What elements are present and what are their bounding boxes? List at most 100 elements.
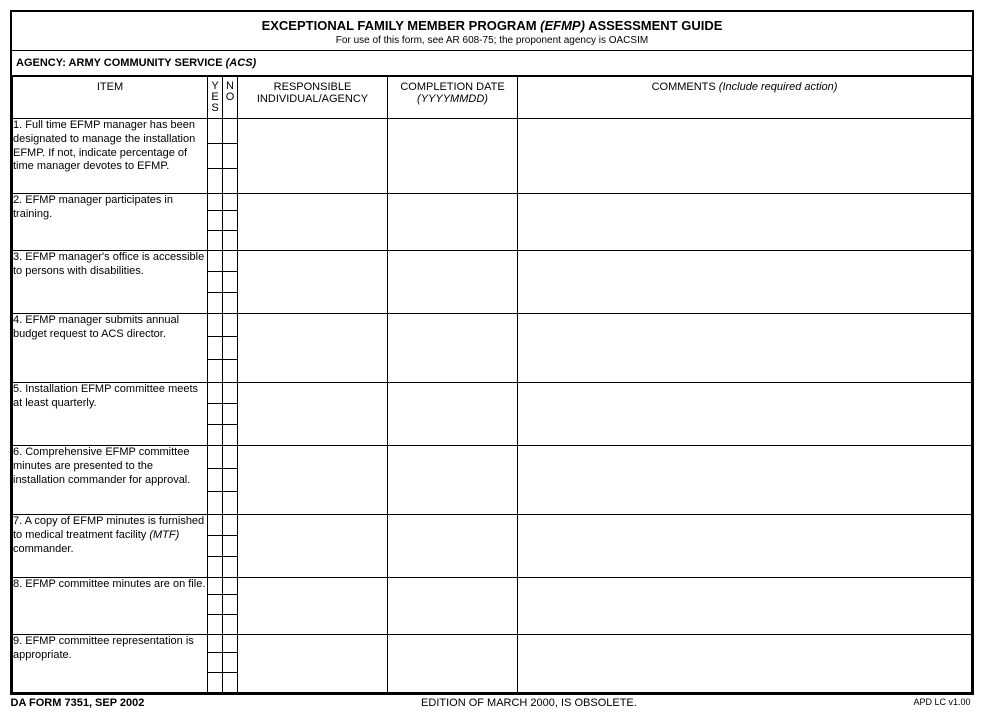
no-cell[interactable] <box>223 557 238 578</box>
responsible-cell[interactable] <box>238 446 388 515</box>
table-row: 5. Installation EFMP committee meets at … <box>13 383 972 404</box>
responsible-cell[interactable] <box>238 194 388 251</box>
yes-cell[interactable] <box>208 673 223 693</box>
table-row: 6. Comprehensive EFMP committee minutes … <box>13 446 972 469</box>
yes-cell[interactable] <box>208 314 223 337</box>
yes-cell[interactable] <box>208 337 223 360</box>
no-cell[interactable] <box>223 211 238 231</box>
yes-cell[interactable] <box>208 536 223 557</box>
no-cell[interactable] <box>223 615 238 635</box>
yes-cell[interactable] <box>208 557 223 578</box>
form-page: EXCEPTIONAL FAMILY MEMBER PROGRAM (EFMP)… <box>10 10 974 695</box>
responsible-cell[interactable] <box>238 635 388 693</box>
col-no: N O <box>223 77 238 119</box>
header-row: ITEM Y E S N O RESPONSIBLE INDIVIDUAL/AG… <box>13 77 972 119</box>
yes-cell[interactable] <box>208 492 223 515</box>
no-cell[interactable] <box>223 425 238 446</box>
no-cell[interactable] <box>223 272 238 293</box>
completion-date-cell[interactable] <box>388 578 518 635</box>
completion-date-cell[interactable] <box>388 515 518 578</box>
table-row: 9. EFMP committee representation is appr… <box>13 635 972 653</box>
no-cell[interactable] <box>223 595 238 615</box>
table-row: 8. EFMP committee minutes are on file. <box>13 578 972 595</box>
no-cell[interactable] <box>223 673 238 693</box>
comments-cell[interactable] <box>518 251 972 314</box>
no-cell[interactable] <box>223 360 238 383</box>
footer-right: APD LC v1.00 <box>913 697 970 709</box>
responsible-cell[interactable] <box>238 119 388 194</box>
completion-date-cell[interactable] <box>388 635 518 693</box>
table-row: 3. EFMP manager's office is accessible t… <box>13 251 972 272</box>
no-cell[interactable] <box>223 383 238 404</box>
item-cell: 9. EFMP committee representation is appr… <box>13 635 208 693</box>
yes-cell[interactable] <box>208 578 223 595</box>
comments-cell[interactable] <box>518 194 972 251</box>
no-cell[interactable] <box>223 314 238 337</box>
no-cell[interactable] <box>223 251 238 272</box>
comments-cell[interactable] <box>518 119 972 194</box>
no-cell[interactable] <box>223 337 238 360</box>
yes-cell[interactable] <box>208 446 223 469</box>
completion-date-cell[interactable] <box>388 119 518 194</box>
yes-cell[interactable] <box>208 119 223 144</box>
no-cell[interactable] <box>223 635 238 653</box>
no-cell[interactable] <box>223 446 238 469</box>
table-row: 4. EFMP manager submits annual budget re… <box>13 314 972 337</box>
no-cell[interactable] <box>223 169 238 194</box>
yes-cell[interactable] <box>208 425 223 446</box>
responsible-cell[interactable] <box>238 578 388 635</box>
completion-date-cell[interactable] <box>388 446 518 515</box>
item-cell: 7. A copy of EFMP minutes is furnished t… <box>13 515 208 578</box>
no-cell[interactable] <box>223 492 238 515</box>
comments-cell[interactable] <box>518 515 972 578</box>
no-cell[interactable] <box>223 515 238 536</box>
col-yes: Y E S <box>208 77 223 119</box>
comments-cell[interactable] <box>518 314 972 383</box>
no-cell[interactable] <box>223 469 238 492</box>
comments-cell[interactable] <box>518 578 972 635</box>
completion-date-cell[interactable] <box>388 251 518 314</box>
col-responsible: RESPONSIBLE INDIVIDUAL/AGENCY <box>238 77 388 119</box>
yes-cell[interactable] <box>208 653 223 673</box>
form-title: EXCEPTIONAL FAMILY MEMBER PROGRAM (EFMP)… <box>12 18 972 33</box>
no-cell[interactable] <box>223 578 238 595</box>
comments-cell[interactable] <box>518 446 972 515</box>
yes-cell[interactable] <box>208 404 223 425</box>
yes-cell[interactable] <box>208 360 223 383</box>
no-cell[interactable] <box>223 231 238 251</box>
no-cell[interactable] <box>223 404 238 425</box>
yes-cell[interactable] <box>208 515 223 536</box>
yes-cell[interactable] <box>208 635 223 653</box>
yes-cell[interactable] <box>208 144 223 169</box>
completion-date-cell[interactable] <box>388 194 518 251</box>
yes-cell[interactable] <box>208 469 223 492</box>
yes-cell[interactable] <box>208 194 223 211</box>
no-cell[interactable] <box>223 194 238 211</box>
footer-center: EDITION OF MARCH 2000, IS OBSOLETE. <box>144 697 913 709</box>
no-cell[interactable] <box>223 119 238 144</box>
yes-cell[interactable] <box>208 169 223 194</box>
responsible-cell[interactable] <box>238 383 388 446</box>
yes-cell[interactable] <box>208 615 223 635</box>
no-cell[interactable] <box>223 653 238 673</box>
completion-date-cell[interactable] <box>388 314 518 383</box>
responsible-cell[interactable] <box>238 251 388 314</box>
comments-cell[interactable] <box>518 383 972 446</box>
no-cell[interactable] <box>223 536 238 557</box>
responsible-cell[interactable] <box>238 314 388 383</box>
yes-cell[interactable] <box>208 383 223 404</box>
comments-cell[interactable] <box>518 635 972 693</box>
responsible-cell[interactable] <box>238 515 388 578</box>
yes-cell[interactable] <box>208 272 223 293</box>
yes-cell[interactable] <box>208 251 223 272</box>
no-cell[interactable] <box>223 293 238 314</box>
no-cell[interactable] <box>223 144 238 169</box>
completion-date-cell[interactable] <box>388 383 518 446</box>
item-cell: 6. Comprehensive EFMP committee minutes … <box>13 446 208 515</box>
item-cell: 3. EFMP manager's office is accessible t… <box>13 251 208 314</box>
yes-cell[interactable] <box>208 595 223 615</box>
yes-cell[interactable] <box>208 211 223 231</box>
yes-cell[interactable] <box>208 231 223 251</box>
form-footer: DA FORM 7351, SEP 2002 EDITION OF MARCH … <box>11 697 971 709</box>
yes-cell[interactable] <box>208 293 223 314</box>
